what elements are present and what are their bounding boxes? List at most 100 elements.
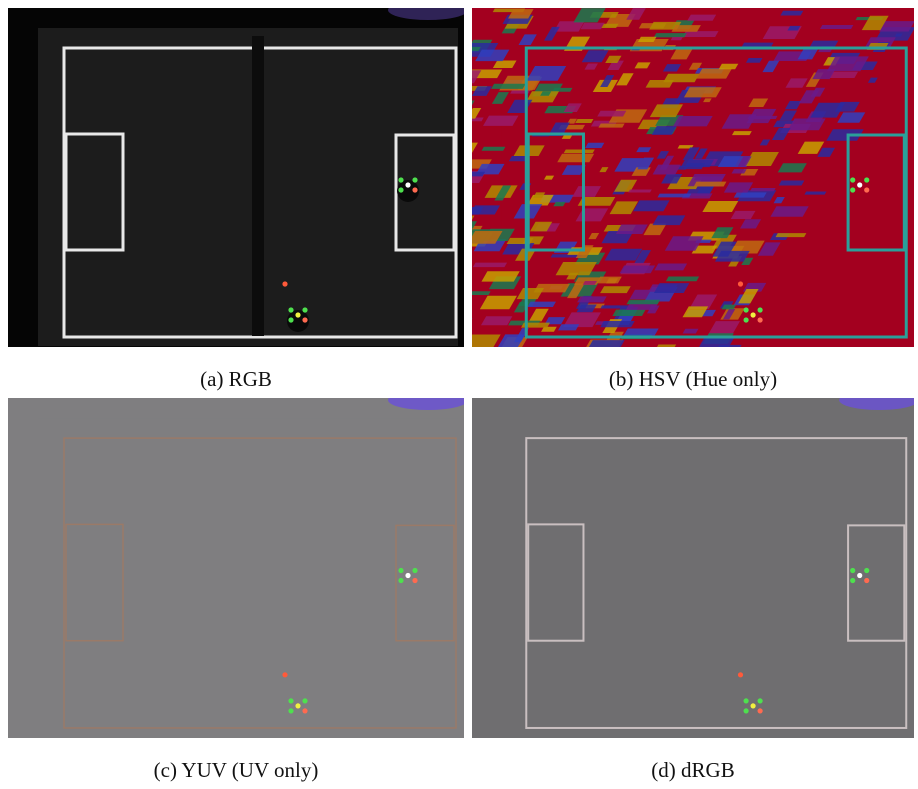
hue-patch: [577, 296, 607, 302]
hue-patch: [698, 338, 734, 348]
marker: [850, 187, 855, 192]
hue-patch: [746, 58, 762, 63]
hue-patch: [527, 302, 556, 307]
marker: [288, 698, 293, 703]
marker: [412, 568, 417, 573]
hue-patch: [482, 147, 506, 151]
marker: [398, 177, 403, 182]
hue-patch: [601, 24, 618, 28]
marker: [743, 708, 748, 713]
light: [388, 390, 468, 410]
caption: (c) YUV (UV only): [154, 758, 319, 782]
hue-patch: [654, 264, 687, 271]
hue-patch: [654, 33, 687, 37]
marker: [864, 187, 869, 192]
marker: [398, 578, 403, 583]
image-panel: [472, 390, 918, 738]
marker: [398, 187, 403, 192]
marker: [398, 568, 403, 573]
marker: [750, 703, 755, 708]
hue-patch: [732, 131, 752, 135]
hue-patch: [600, 286, 631, 293]
marker: [412, 177, 417, 182]
hue-patch: [624, 328, 659, 335]
hue-patch: [581, 23, 605, 29]
hue-patch: [473, 263, 507, 268]
marker: [743, 698, 748, 703]
hue-patch: [683, 329, 699, 334]
hue-patch: [719, 64, 739, 70]
hue-patch: [626, 300, 660, 305]
hue-patch: [779, 180, 805, 185]
hue-patch: [616, 225, 648, 234]
ball: [738, 281, 743, 286]
marker: [743, 307, 748, 312]
figure: (a) RGB (b) HSV (Hue only) (c) YUV (UV o…: [0, 0, 918, 784]
hue-patch: [684, 163, 706, 169]
hue-patch: [464, 69, 503, 78]
hue-patch: [663, 74, 699, 83]
light: [388, 0, 468, 20]
marker: [412, 187, 417, 192]
image-content: [472, 390, 918, 738]
hue-patch: [731, 169, 746, 173]
marker: [302, 317, 307, 322]
marker: [743, 317, 748, 322]
hue-patch: [820, 25, 853, 29]
hue-patch: [672, 25, 701, 32]
page: (a) RGB (b) HSV (Hue only) (c) YUV (UV o…: [0, 0, 918, 784]
hue-patch: [598, 124, 624, 128]
hue-patch: [694, 176, 724, 180]
hue-patch: [597, 111, 626, 117]
marker: [288, 708, 293, 713]
hue-patch: [673, 116, 713, 126]
hue-patch: [612, 310, 645, 316]
caption: (b) HSV (Hue only): [609, 367, 777, 391]
marker: [295, 703, 300, 708]
hue-patch: [750, 188, 776, 191]
marker: [302, 708, 307, 713]
marker: [757, 317, 762, 322]
hue-patch: [600, 321, 635, 327]
hue-patch: [694, 182, 727, 187]
hue-patch: [829, 72, 858, 78]
marker: [864, 568, 869, 573]
hue-patch: [628, 189, 652, 192]
hue-patch: [696, 69, 732, 79]
marker: [850, 177, 855, 182]
marker: [864, 177, 869, 182]
hue-patch: [620, 266, 655, 274]
hue-patch: [702, 201, 738, 212]
hue-patch: [483, 116, 518, 126]
hue-patch: [558, 324, 579, 330]
marker: [302, 698, 307, 703]
caption: (a) RGB: [200, 367, 272, 391]
hue-patch: [652, 215, 685, 225]
light: [839, 390, 918, 410]
marker: [864, 578, 869, 583]
hue-patch: [682, 31, 718, 37]
marker: [295, 312, 300, 317]
center-strip: [252, 36, 264, 336]
hue-patch: [564, 149, 595, 153]
marker: [857, 182, 862, 187]
marker: [857, 573, 862, 578]
hue-patch: [633, 200, 669, 211]
image-panel: [8, 390, 468, 738]
marker: [288, 307, 293, 312]
marker: [757, 708, 762, 713]
hue-patch: [481, 316, 512, 325]
hue-patch: [596, 277, 621, 284]
image-content: [8, 0, 468, 347]
hue-patch: [638, 37, 657, 42]
hue-patch: [469, 118, 483, 122]
marker: [750, 312, 755, 317]
field: [38, 418, 458, 737]
marker: [850, 568, 855, 573]
hue-patch: [470, 205, 500, 214]
hue-patch: [780, 11, 803, 16]
marker: [757, 698, 762, 703]
ball: [282, 672, 287, 677]
marker: [302, 307, 307, 312]
hue-patch: [684, 87, 722, 97]
